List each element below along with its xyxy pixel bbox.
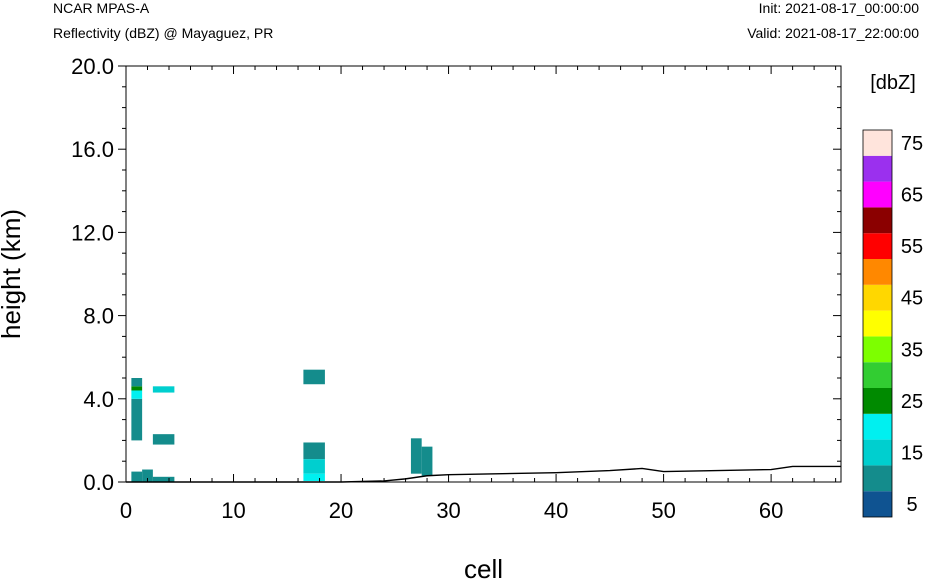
reflectivity-cell — [303, 459, 325, 474]
colorbar-swatch — [863, 413, 892, 440]
colorbar-label: 35 — [901, 339, 923, 361]
x-tick-label: 50 — [651, 498, 675, 523]
reflectivity-cell — [152, 386, 175, 393]
plot-subtitle: Reflectivity (dBZ) @ Mayaguez, PR — [53, 25, 274, 41]
colorbar-label: 75 — [901, 133, 923, 155]
colorbar-label: 15 — [901, 443, 923, 465]
init-time: Init: 2021-08-17_00:00:00 — [758, 0, 919, 16]
reflectivity-cell — [142, 469, 153, 482]
colorbar-swatch — [863, 233, 892, 259]
x-tick-label: 20 — [329, 498, 353, 523]
x-axis-title: cell — [464, 554, 503, 580]
colorbar-swatch — [863, 130, 892, 156]
x-tick-label: 60 — [759, 498, 783, 523]
reflectivity-cell — [152, 434, 175, 445]
reflectivity-cell — [131, 398, 143, 441]
colorbar-swatch — [863, 207, 892, 234]
colorbar-swatch — [863, 439, 892, 466]
colorbar: 5 15 25 35 45 55 65 75 [dbZ] — [862, 72, 923, 518]
axes: 0 10 20 30 40 50 60 0.0 4.0 8.0 12.0 16.0 20.0 cell he… — [0, 54, 842, 580]
reflectivity-cell — [131, 390, 143, 399]
reflectivity-cell — [303, 442, 325, 460]
colorbar-swatch — [863, 181, 892, 208]
x-tick-label: 10 — [221, 498, 245, 523]
y-tick-label: 16.0 — [71, 137, 114, 162]
colorbar-title: [dbZ] — [870, 72, 916, 94]
reflectivity-cell — [131, 386, 143, 391]
valid-time: Valid: 2021-08-17_22:00:00 — [747, 25, 919, 41]
reflectivity-cell — [131, 471, 143, 482]
x-tick-label: 40 — [544, 498, 568, 523]
colorbar-label: 25 — [901, 391, 923, 413]
reflectivity-cell — [410, 438, 422, 474]
reflectivity-cell — [303, 473, 325, 481]
y-tick-label: 20.0 — [71, 54, 114, 79]
model-title: NCAR MPAS-A — [53, 0, 150, 16]
reflectivity-cell — [131, 378, 143, 387]
reflectivity-cell — [303, 369, 325, 385]
x-tick-label: 0 — [120, 498, 132, 523]
plot-frame — [125, 65, 842, 483]
colorbar-swatch — [863, 336, 892, 363]
colorbar-border — [862, 129, 893, 518]
colorbar-swatch — [863, 155, 892, 182]
y-tick-label: 12.0 — [71, 220, 114, 245]
colorbar-swatch — [863, 259, 892, 285]
colorbar-label: 45 — [901, 288, 923, 310]
y-tick-label: 4.0 — [83, 387, 114, 412]
colorbar-swatch — [863, 310, 892, 337]
reflectivity-cells — [131, 369, 433, 482]
y-tick-label: 0.0 — [83, 470, 114, 495]
colorbar-swatch — [863, 388, 892, 414]
colorbar-swatch — [863, 362, 892, 388]
colorbar-label: 55 — [901, 236, 923, 258]
reflectivity-cell — [152, 476, 175, 482]
y-axis-title: height (km) — [0, 209, 26, 339]
x-tick-label: 30 — [436, 498, 460, 523]
y-tick-label: 8.0 — [83, 304, 114, 329]
colorbar-swatch — [863, 284, 892, 311]
colorbar-swatch — [863, 491, 892, 517]
colorbar-swatch — [863, 465, 892, 492]
colorbar-label: 65 — [901, 185, 923, 207]
colorbar-label: 5 — [906, 494, 917, 516]
reflectivity-cell — [421, 446, 433, 476]
